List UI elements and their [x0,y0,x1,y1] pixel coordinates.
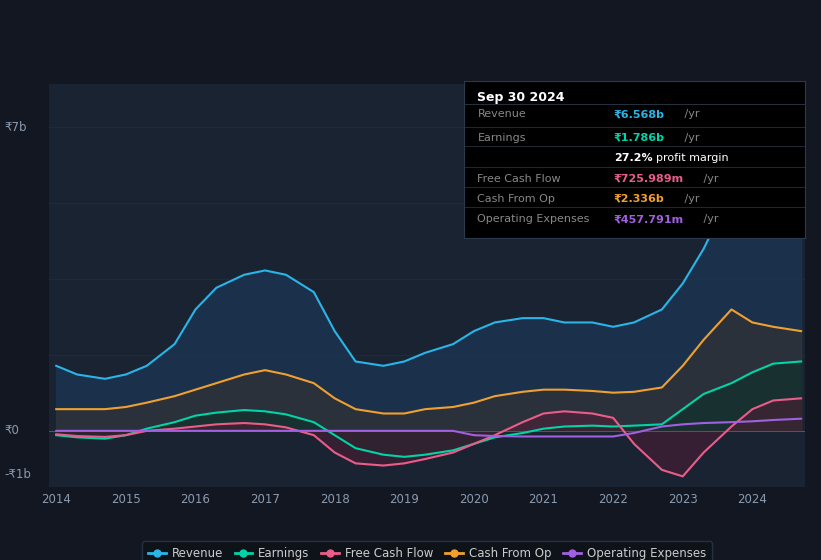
Text: profit margin: profit margin [656,152,729,162]
Text: Free Cash Flow: Free Cash Flow [478,174,561,184]
Text: 27.2%: 27.2% [614,152,653,162]
Text: /yr: /yr [699,174,718,184]
Text: ₹7b: ₹7b [4,121,26,134]
Text: ₹1.786b: ₹1.786b [614,133,665,143]
Text: Cash From Op: Cash From Op [478,194,555,204]
Legend: Revenue, Earnings, Free Cash Flow, Cash From Op, Operating Expenses: Revenue, Earnings, Free Cash Flow, Cash … [142,542,712,560]
Text: Earnings: Earnings [478,133,526,143]
Text: -₹1b: -₹1b [4,468,31,480]
Text: ₹2.336b: ₹2.336b [614,194,664,204]
Text: /yr: /yr [681,109,699,119]
Text: ₹0: ₹0 [4,424,19,437]
Text: ₹725.989m: ₹725.989m [614,174,684,184]
Text: Sep 30 2024: Sep 30 2024 [478,91,565,104]
Text: /yr: /yr [699,214,718,225]
Text: /yr: /yr [681,194,699,204]
Text: Operating Expenses: Operating Expenses [478,214,589,225]
Text: /yr: /yr [681,133,699,143]
Text: ₹457.791m: ₹457.791m [614,214,684,225]
Text: Revenue: Revenue [478,109,526,119]
Text: ₹6.568b: ₹6.568b [614,109,665,119]
